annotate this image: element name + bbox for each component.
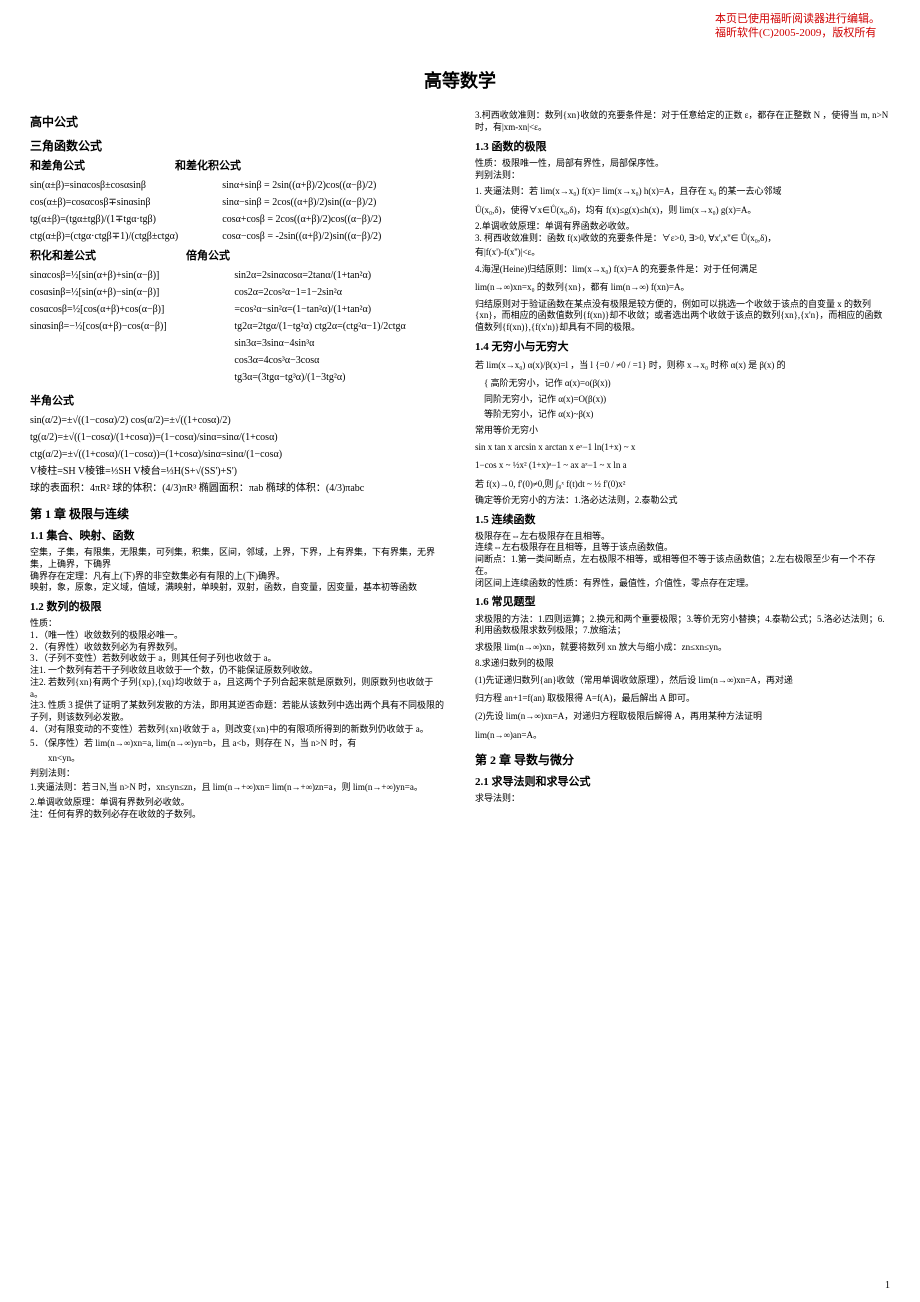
page-title: 高等数学: [30, 70, 890, 93]
page-number: 1: [885, 1279, 890, 1292]
sub-11: 1.1 集合、映射、函数: [30, 529, 445, 543]
p13-heine2: lim(n→∞)xn=x₀ 的数列{xn}，都有 lim(n→∞) f(xn)=…: [475, 280, 890, 295]
f: sin(α±β)=sinαcosβ±cosαsinβ: [30, 177, 212, 194]
head-double: 倍角公式: [186, 249, 230, 263]
p15: 极限存在⇔左右极限存在且相等。 连续⇔左右极限存在且相等，且等于该点函数值。 间…: [475, 531, 890, 589]
watermark: 本页已使用福昕阅读器进行编辑。 福昕软件(C)2005-2009，版权所有: [715, 12, 880, 41]
f: cosα−cosβ = -2sin((α+β)/2)sin((α−β)/2): [222, 228, 445, 245]
heads-2: 积化和差公式 倍角公式: [30, 249, 445, 263]
p16c: 8.求递归数列的极限: [475, 658, 890, 670]
p14a: 若 lim(x→x₀) α(x)/β(x)=l ，当 l {=0 / ≠0 / …: [475, 358, 890, 373]
p13-mono: 2.单调收敛原理：单调有界函数必收敛。 3. 柯西收敛准则：函数 f(x)收敛的…: [475, 221, 890, 244]
p14d: sin x tan x arcsin x arctan x eˣ−1 ln(1+…: [475, 440, 890, 455]
sub-14: 1.4 无穷小与无穷大: [475, 340, 890, 354]
head-half: 半角公式: [30, 394, 445, 408]
f: tg2α=2tgα/(1−tg²α) ctg2α=(ctg²α−1)/2ctgα: [234, 318, 445, 335]
f: V棱柱=SH V棱锥=⅓SH V棱台=⅓H(S+√(SS')+S'): [30, 463, 445, 480]
left-column: 高中公式 三角函数公式 和差角公式 和差化积公式 sin(α±β)=sinαco…: [30, 107, 445, 823]
p14g: 确定等价无穷小的方法：1.洛必达法则，2.泰勒公式: [475, 495, 890, 507]
f: sin(α/2)=±√((1−cosα)/2) cos(α/2)=±√((1+c…: [30, 412, 445, 429]
p16a: 求极限的方法：1.四则运算；2.换元和两个重要极限；3.等价无穷小替换；4.泰勒…: [475, 614, 890, 637]
p12-props: 性质： 1．（唯一性）收敛数列的极限必唯一。 2．（有界性）收敛数列必为有界数列…: [30, 618, 445, 735]
formula-block-1: sin(α±β)=sinαcosβ±cosαsinβ cos(α±β)=cosα…: [30, 177, 445, 245]
p13-squeeze2: Ů(x₀,δ)，使得∀x∈Ů(x₀,δ)，均有 f(x)≤g(x)≤h(x)，则…: [475, 203, 890, 218]
section-trig: 三角函数公式: [30, 139, 445, 155]
half-formulas: sin(α/2)=±√((1−cosα)/2) cos(α/2)=±√((1+c…: [30, 412, 445, 497]
p14b: { 高阶无穷小，记作 α(x)=o(β(x)) 同阶无穷小，记作 α(x)=O(…: [484, 376, 890, 422]
f: cosα+cosβ = 2cos((α+β)/2)cos((α−β)/2): [222, 211, 445, 228]
f: ctg(α±β)=(ctgα·ctgβ∓1)/(ctgβ±ctgα): [30, 228, 212, 245]
p12-squeeze: 1.夹逼法则：若∃N,当 n>N 时，xn≤yn≤zn，且 lim(n→+∞)x…: [30, 782, 445, 794]
right-column: 3.柯西收敛准则：数列{xn}收敛的充要条件是：对于任意给定的正数 ε，都存在正…: [475, 107, 890, 823]
f: sin3α=3sinα−4sin³α: [234, 335, 445, 352]
sub-16: 1.6 常见题型: [475, 595, 890, 609]
p16b: 求极限 lim(n→∞)xn，就要将数列 xn 放大与缩小成：zn≤xn≤yn。: [475, 640, 890, 655]
f: cos3α=4cos³α−3cosα: [234, 352, 445, 369]
f: sinα+sinβ = 2sin((α+β)/2)cos((α−β)/2): [222, 177, 445, 194]
p14f: 若 f(x)→0, f'(0)≠0,则 ∫₀ˣ f(t)dt ~ ½ f'(0)…: [475, 477, 890, 492]
f: cosαsinβ=½[sin(α+β)−sin(α−β)]: [30, 284, 224, 301]
head-sumdiff: 和差角公式: [30, 159, 85, 173]
p16e: 归方程 an+1=f(an) 取极限得 A=f(A)，最后解出 A 即可。: [475, 691, 890, 706]
f: 球的表面积：4πR² 球的体积：(4/3)πR³ 椭圆面积：πab 椭球的体积：…: [30, 480, 445, 497]
content-row: 高中公式 三角函数公式 和差角公式 和差化积公式 sin(α±β)=sinαco…: [30, 107, 890, 823]
watermark-line2: 福昕软件(C)2005-2009，版权所有: [715, 26, 880, 40]
p14c: 常用等价无穷小: [475, 425, 890, 437]
f: tg3α=(3tgα−tg³α)/(1−3tg²α): [234, 369, 445, 386]
formula-block-2: sinαcosβ=½[sin(α+β)+sin(α−β)] cosαsinβ=½…: [30, 267, 445, 386]
f: =cos²α−sin²α=(1−tan²α)/(1+tan²α): [234, 301, 445, 318]
f: sinαsinβ=−½[cos(α+β)−cos(α−β)]: [30, 318, 224, 335]
section-hs: 高中公式: [30, 115, 445, 131]
chapter-1: 第 1 章 极限与连续: [30, 507, 445, 523]
sub-12: 1.2 数列的极限: [30, 600, 445, 614]
p13-mono2: 有|f(x')-f(x'')|<ε。: [475, 247, 890, 259]
sub-21: 2.1 求导法则和求导公式: [475, 775, 890, 789]
p13a: 性质：极限唯一性，局部有界性，局部保序性。 判别法则：: [475, 158, 890, 181]
sub-15: 1.5 连续函数: [475, 513, 890, 527]
f: sin2α=2sinαcosα=2tanα/(1+tan²α): [234, 267, 445, 284]
p11: 空集，子集，有限集，无限集，可列集，积集，区间，邻域，上界，下界，上有界集，下有…: [30, 547, 445, 594]
head-sumdiffprod: 和差化积公式: [175, 159, 241, 173]
p14e: 1−cos x ~ ½x² (1+x)ᵃ−1 ~ ax aˣ−1 ~ x ln …: [475, 458, 890, 473]
p16d: (1)先证递归数列{an}收敛（常用单调收敛原理），然后设 lim(n→∞)xn…: [475, 673, 890, 688]
cauchy-seq: 3.柯西收敛准则：数列{xn}收敛的充要条件是：对于任意给定的正数 ε，都存在正…: [475, 110, 890, 133]
head-prodsum: 积化和差公式: [30, 249, 96, 263]
p16g: lim(n→∞)an=A。: [475, 728, 890, 743]
p13-squeeze: 1. 夹逼法则：若 lim(x→x₀) f(x)= lim(x→x₀) h(x)…: [475, 184, 890, 199]
f: cos(α±β)=cosαcosβ∓sinαsinβ: [30, 194, 212, 211]
f: cosαcosβ=½[cos(α+β)+cos(α−β)]: [30, 301, 224, 318]
p21: 求导法则：: [475, 793, 890, 805]
p12-rule: 判别法则：: [30, 768, 445, 780]
f: sinα−sinβ = 2cos((α+β)/2)sin((α−β)/2): [222, 194, 445, 211]
watermark-line1: 本页已使用福昕阅读器进行编辑。: [715, 12, 880, 26]
heads-1: 和差角公式 和差化积公式: [30, 159, 445, 173]
f: cos2α=2cos²α−1=1−2sin²α: [234, 284, 445, 301]
p16f: (2)先设 lim(n→∞)xn=A，对递归方程取极限后解得 A，再用某种方法证…: [475, 709, 890, 724]
f: tg(α±β)=(tgα±tgβ)/(1∓tgα·tgβ): [30, 211, 212, 228]
f: tg(α/2)=±√((1−cosα)/(1+cosα))=(1−cosα)/s…: [30, 429, 445, 446]
f: sinαcosβ=½[sin(α+β)+sin(α−β)]: [30, 267, 224, 284]
p13-heine3: 归结原则对于验证函数在某点没有极限是较方便的，例如可以挑选一个收敛于该点的自变量…: [475, 299, 890, 334]
p12-5: 5．（保序性）若 lim(n→∞)xn=a, lim(n→∞)yn=b，且 a<…: [30, 738, 445, 750]
p12-5b: xn<yn。: [48, 753, 445, 765]
f: ctg(α/2)=±√((1+cosα)/(1−cosα))=(1+cosα)/…: [30, 446, 445, 463]
p13-heine: 4.海涅(Heine)归结原则：lim(x→x₀) f(x)=A 的充要条件是：…: [475, 262, 890, 277]
sub-13: 1.3 函数的极限: [475, 140, 890, 154]
p12-mono: 2.单调收敛原理：单调有界数列必收敛。 注：任何有界的数列必存在收敛的子数列。: [30, 797, 445, 820]
chapter-2: 第 2 章 导数与微分: [475, 753, 890, 769]
